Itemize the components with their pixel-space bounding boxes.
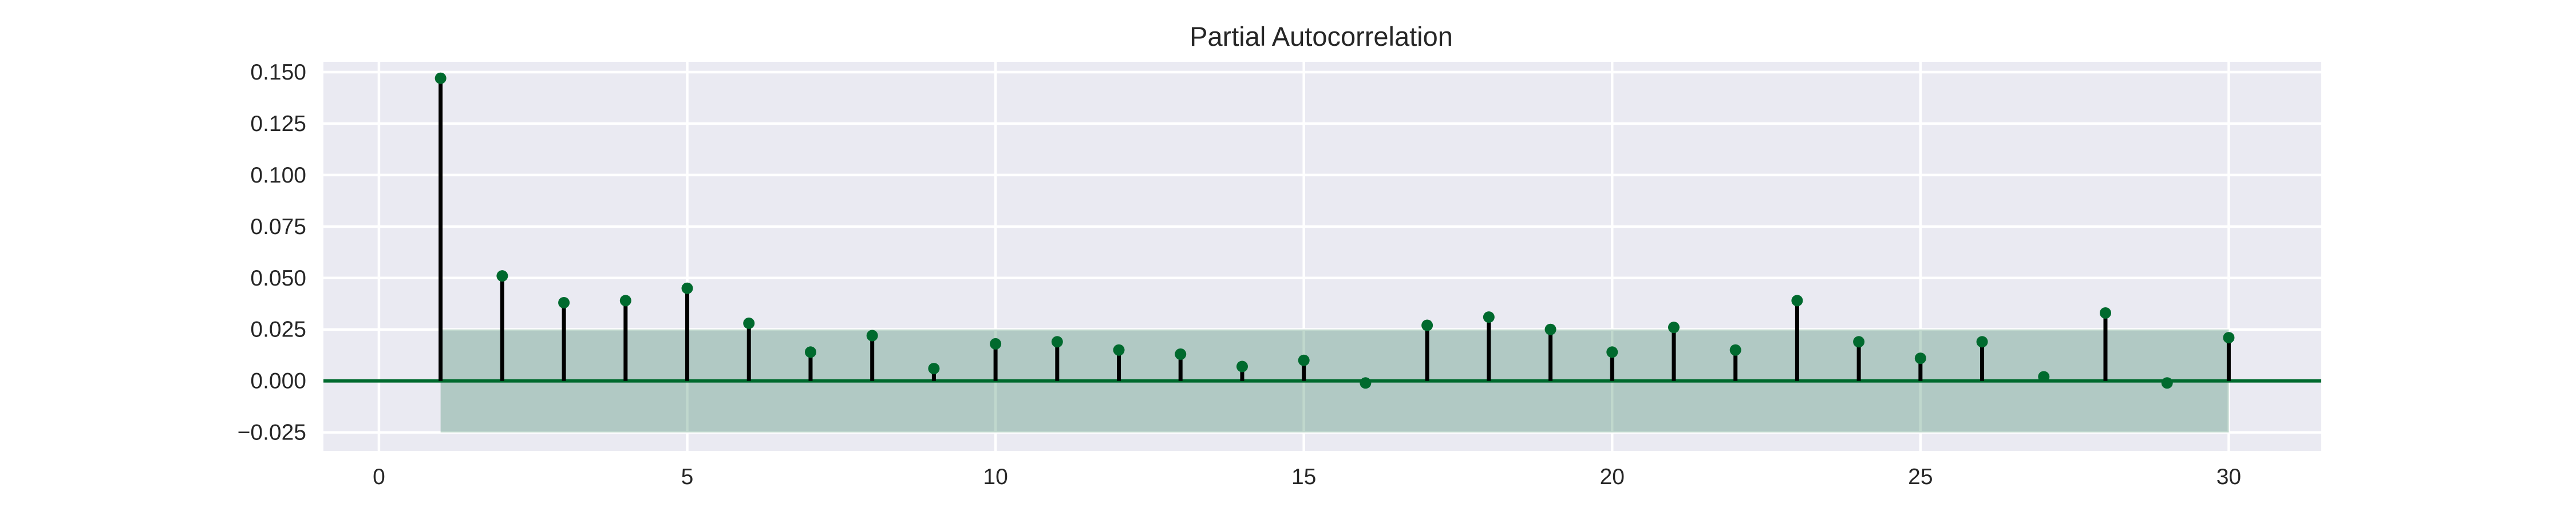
- y-tick-label: 0.075: [250, 215, 306, 239]
- markers-layer: [434, 72, 2235, 389]
- x-tick-label: 25: [1908, 465, 1933, 489]
- y-tick-label: 0.150: [250, 60, 306, 85]
- marker-lag-9: [928, 363, 940, 375]
- x-tick-label: 30: [2217, 465, 2241, 489]
- marker-lag-26: [1976, 336, 1988, 348]
- marker-lag-15: [1298, 354, 1310, 366]
- marker-lag-10: [990, 338, 1002, 350]
- marker-lag-7: [804, 346, 816, 358]
- chart-title: Partial Autocorrelation: [1190, 21, 1453, 52]
- x-tick-label: 0: [373, 465, 385, 489]
- marker-lag-29: [2161, 377, 2173, 389]
- marker-lag-3: [558, 296, 570, 308]
- marker-lag-17: [1421, 319, 1433, 331]
- marker-lag-19: [1544, 323, 1556, 335]
- marker-lag-30: [2223, 332, 2235, 344]
- plot-area: [323, 62, 2321, 451]
- marker-lag-5: [681, 282, 693, 294]
- marker-lag-23: [1791, 295, 1803, 307]
- x-tick-label: 15: [1291, 465, 1316, 489]
- marker-lag-20: [1606, 346, 1618, 358]
- marker-lag-21: [1668, 322, 1680, 334]
- marker-lag-27: [2038, 371, 2050, 383]
- y-tick-label: 0.125: [250, 112, 306, 136]
- marker-lag-24: [1853, 336, 1865, 348]
- x-tick-label: 20: [1600, 465, 1625, 489]
- y-tick-label: 0.025: [250, 318, 306, 342]
- x-tick-label: 10: [983, 465, 1008, 489]
- marker-lag-6: [743, 317, 755, 329]
- marker-lag-14: [1236, 360, 1248, 373]
- marker-lag-1: [434, 72, 447, 84]
- marker-lag-13: [1175, 348, 1187, 360]
- y-tick-label: 0.100: [250, 163, 306, 188]
- marker-lag-16: [1360, 377, 1372, 389]
- marker-lag-28: [2099, 307, 2111, 319]
- marker-lag-12: [1113, 344, 1125, 356]
- x-tick-label: 5: [681, 465, 694, 489]
- marker-lag-25: [1914, 352, 1926, 365]
- x-axis-labels: 0 5 10 15 20 25 30: [373, 465, 2241, 489]
- y-tick-label: −0.025: [238, 421, 306, 445]
- x-gridlines: [377, 62, 2230, 451]
- marker-lag-22: [1729, 344, 1741, 356]
- marker-lag-4: [619, 295, 631, 307]
- y-tick-label: 0.000: [250, 369, 306, 394]
- y-tick-label: 0.050: [250, 266, 306, 291]
- marker-lag-2: [496, 270, 508, 282]
- marker-lag-18: [1483, 311, 1495, 323]
- marker-lag-8: [866, 330, 878, 342]
- y-axis-labels: −0.025 0.000 0.025 0.050 0.075 0.100 0.125 0.15…: [238, 60, 306, 445]
- marker-lag-11: [1051, 336, 1063, 348]
